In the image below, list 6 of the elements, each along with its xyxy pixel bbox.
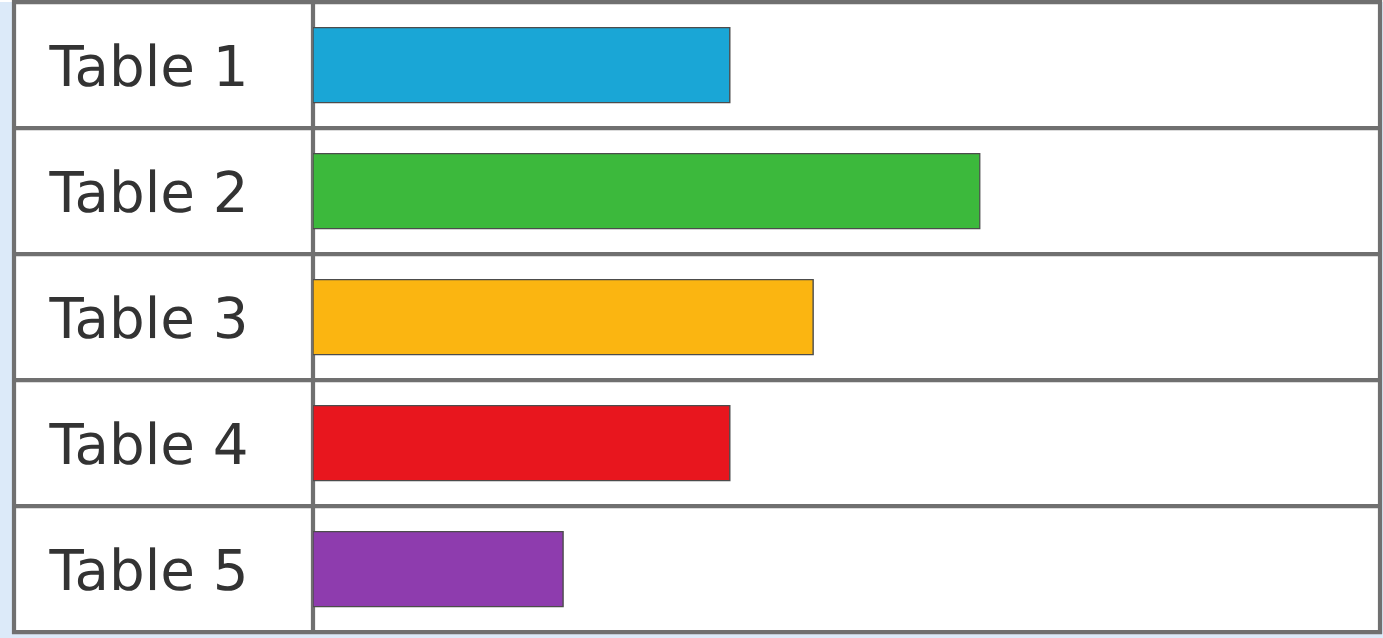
- y-tick-label: Table 1: [49, 43, 244, 87]
- y-tick-label: Table 4: [49, 421, 246, 465]
- bar: [313, 278, 814, 356]
- y-tick-label: Table 3: [49, 295, 245, 339]
- y-tick-label: Table 5: [49, 547, 244, 591]
- y-tick-label: Table 2: [49, 169, 243, 213]
